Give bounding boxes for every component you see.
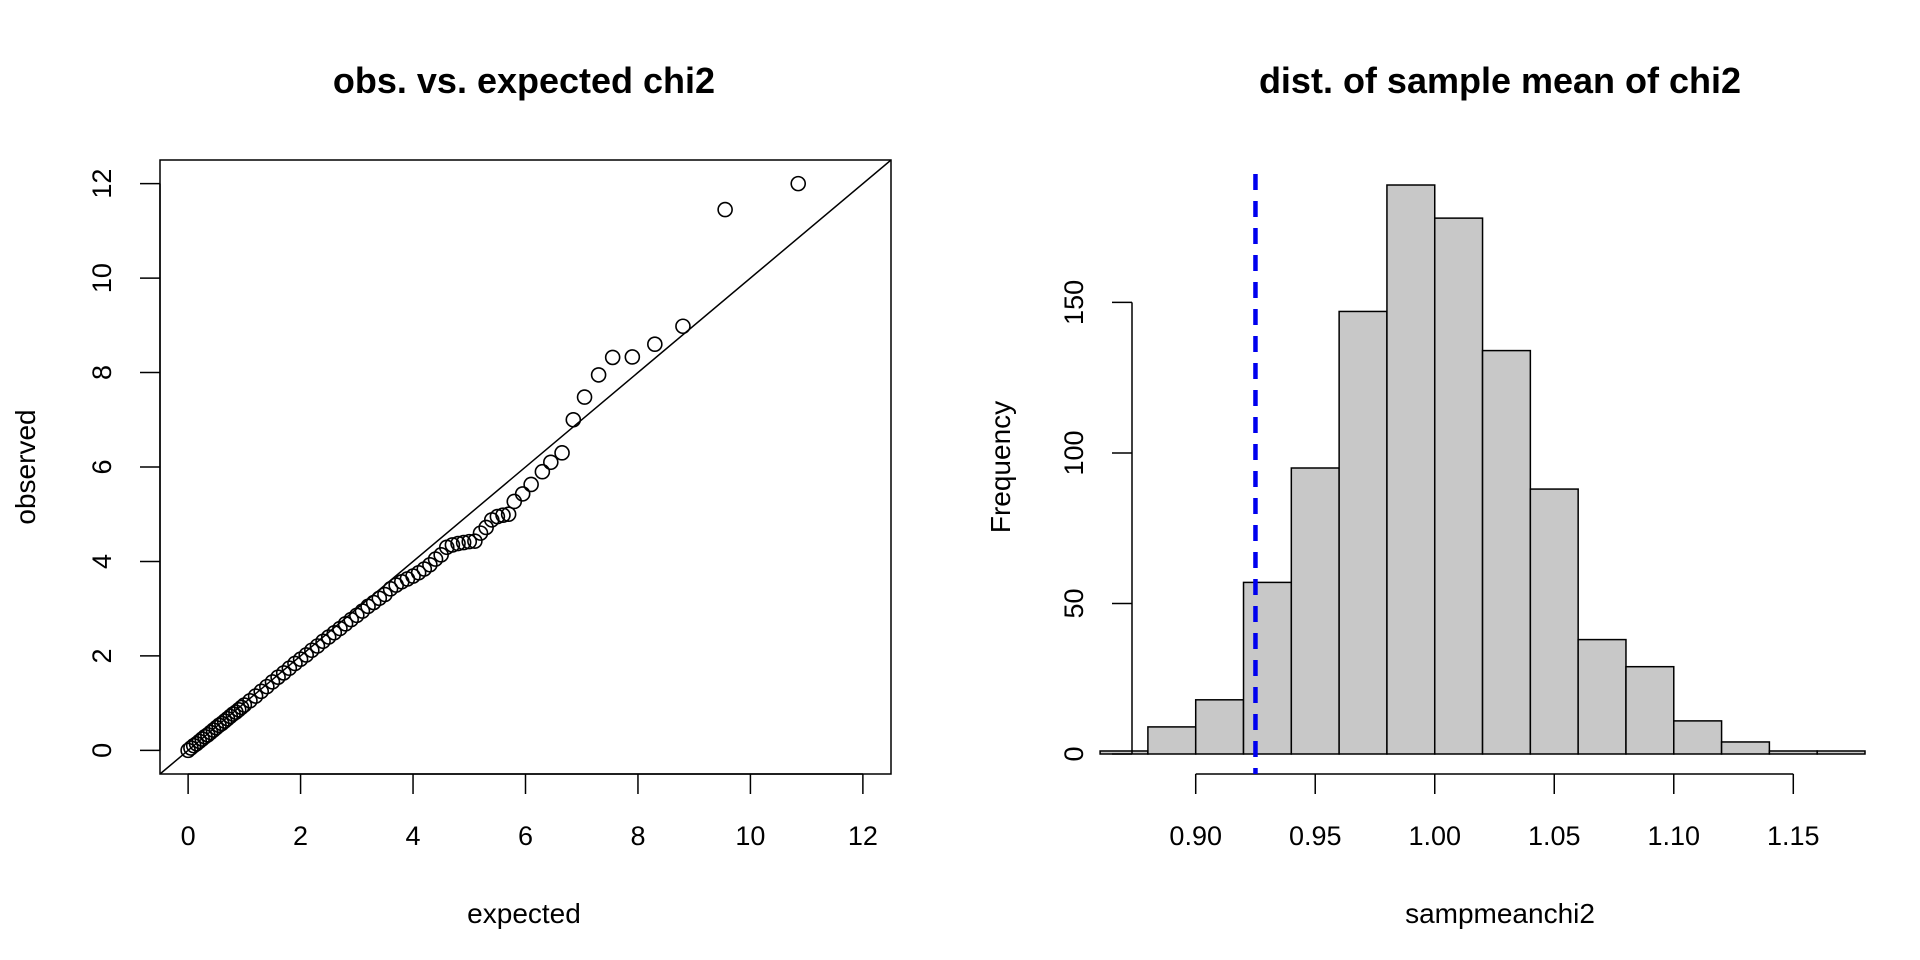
scatter-point (455, 534, 472, 551)
scatter-point (309, 638, 326, 654)
scatter-point (554, 445, 570, 461)
scatter-point (444, 537, 461, 553)
x-tick-label: 6 (518, 821, 533, 851)
scatter-point (450, 535, 466, 552)
x-tick-label: 12 (848, 821, 878, 851)
qq-plot-title: obs. vs. expected chi2 (333, 60, 715, 101)
histogram-bar (1625, 665, 1675, 755)
x-tick-label: 1.05 (1528, 821, 1581, 851)
scatter-point (624, 349, 641, 365)
scatter-point (247, 688, 264, 704)
y-tick-label: 150 (1059, 280, 1089, 325)
y-tick-label: 6 (87, 459, 117, 474)
scatter-point (500, 506, 517, 523)
histogram-x-axis: 0.90 0.95 1.00 1.05 1.10 1.15 (1169, 773, 1820, 851)
scatter-point (253, 683, 270, 700)
histogram-title: dist. of sample mean of chi2 (1259, 60, 1741, 101)
histogram-bar (1673, 720, 1723, 755)
scatter-point (354, 603, 371, 619)
scatter-point (298, 647, 315, 663)
qq-plot-points (180, 175, 807, 759)
y-tick-label: 100 (1059, 430, 1089, 475)
x-tick-label: 10 (735, 821, 765, 851)
histogram: dist. of sample mean of chi2 sampmeanchi… (985, 60, 1866, 929)
qq-plot-reference-line (159, 159, 892, 775)
x-tick-label: 0.90 (1169, 821, 1222, 851)
histogram-x-label: sampmeanchi2 (1405, 898, 1595, 929)
scatter-point (275, 665, 292, 681)
scatter-point (675, 318, 691, 335)
qq-plot-x-axis: 0 2 4 6 8 10 12 (181, 773, 878, 851)
x-tick-label: 4 (406, 821, 421, 851)
y-tick-label: 4 (87, 554, 117, 569)
scatter-point (790, 175, 807, 192)
scatter-point (377, 586, 393, 603)
scatter-point (565, 411, 582, 428)
scatter-point (543, 454, 559, 471)
scatter-point (230, 701, 247, 718)
y-tick-label: 10 (87, 263, 117, 293)
y-tick-label: 12 (87, 169, 117, 199)
histogram-bar (1720, 741, 1771, 755)
qq-plot-y-axis: 0 2 4 6 8 10 12 (87, 169, 161, 758)
histogram-y-axis: 0 50 100 150 (1059, 280, 1133, 762)
histogram-y-label: Frequency (985, 401, 1016, 533)
qq-plot-x-label: expected (467, 898, 581, 929)
scatter-point (514, 486, 531, 502)
histogram-bar (1242, 581, 1293, 755)
scatter-point (604, 349, 621, 366)
scatter-point (332, 620, 348, 637)
y-tick-label: 0 (1059, 746, 1089, 761)
x-tick-label: 1.10 (1647, 821, 1700, 851)
histogram-bar (1386, 184, 1436, 755)
scatter-point (264, 674, 281, 690)
scatter-point (523, 476, 539, 493)
histogram-bar (1433, 217, 1484, 755)
histogram-bar (1147, 726, 1197, 755)
y-tick-label: 8 (87, 365, 117, 380)
histogram-bar (1529, 488, 1579, 755)
scatter-point (647, 336, 663, 353)
y-tick-label: 2 (87, 648, 117, 663)
scatter-point (281, 660, 298, 677)
scatter-point (534, 463, 551, 480)
scatter-point (489, 508, 506, 525)
histogram-bar (1338, 310, 1388, 755)
scatter-point (259, 678, 275, 695)
histogram-bar (1768, 750, 1818, 755)
histogram-bar (1816, 750, 1866, 755)
x-tick-label: 0.95 (1289, 821, 1342, 851)
scatter-point (242, 692, 258, 709)
scatter-point (495, 507, 511, 523)
histogram-bar (1481, 349, 1532, 755)
qq-plot: obs. vs. expected chi2 expected observed… (10, 60, 892, 929)
identity-line (159, 159, 892, 775)
histogram-bar (1194, 699, 1245, 755)
scatter-point (590, 367, 607, 383)
scatter-point (717, 201, 733, 218)
x-tick-label: 8 (630, 821, 645, 851)
scatter-point (422, 556, 438, 573)
x-tick-label: 1.00 (1408, 821, 1461, 851)
x-tick-label: 0 (181, 821, 196, 851)
y-tick-label: 0 (87, 743, 117, 758)
scatter-point (576, 389, 593, 405)
y-tick-label: 50 (1059, 588, 1089, 618)
histogram-bar (1290, 467, 1340, 755)
x-tick-label: 2 (293, 821, 308, 851)
x-tick-label: 1.15 (1767, 821, 1820, 851)
histogram-bars (1099, 184, 1866, 755)
scatter-point (506, 493, 523, 510)
histogram-bar (1577, 638, 1627, 755)
qq-plot-y-label: observed (10, 409, 41, 524)
scatter-point (461, 533, 478, 550)
scatter-point (472, 525, 489, 541)
scatter-point (467, 533, 483, 549)
